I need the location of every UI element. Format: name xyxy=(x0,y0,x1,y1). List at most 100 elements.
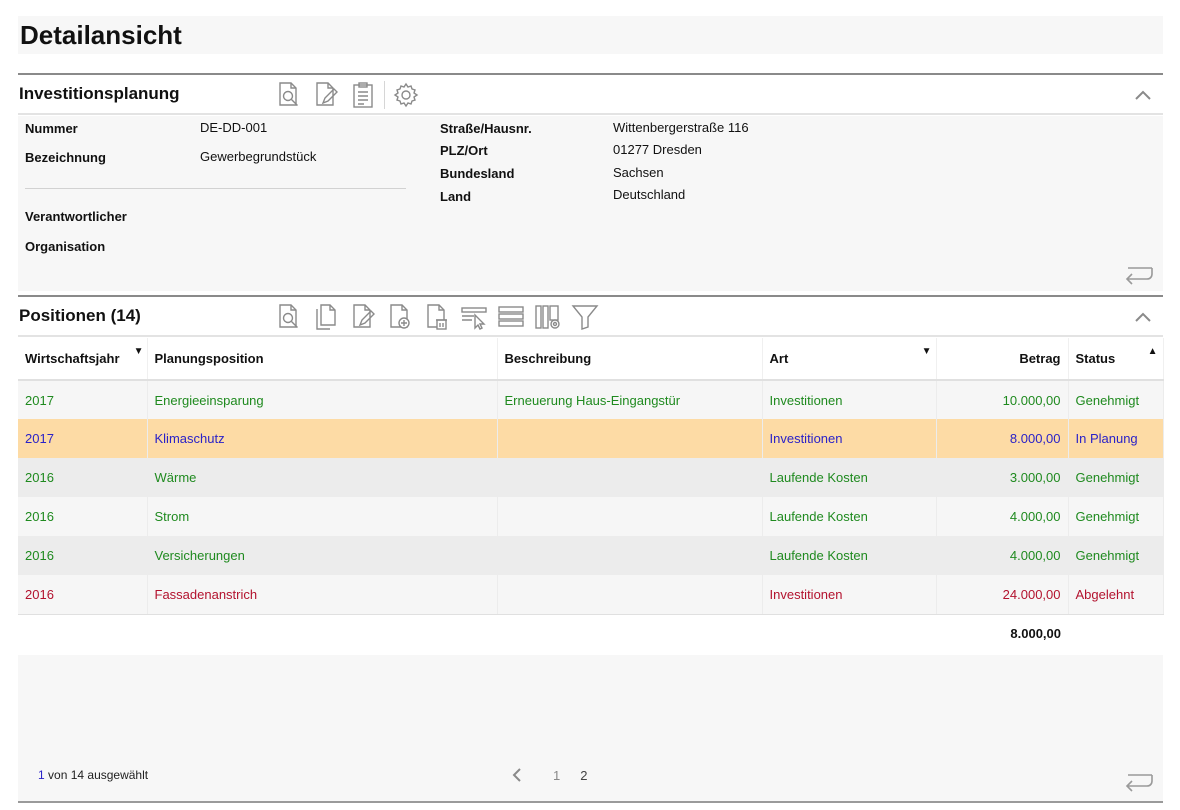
cell-amount: 24.000,00 xyxy=(936,575,1069,615)
positions-toolbar xyxy=(274,302,607,332)
cell-description: Erneuerung Haus-Eingangstür xyxy=(497,380,763,419)
cell-status: Abgelehnt xyxy=(1068,575,1164,615)
cell-description xyxy=(497,575,763,615)
select-row-icon[interactable] xyxy=(459,302,489,332)
field-label-verantwortlicher: Verantwortlicher xyxy=(25,209,127,224)
cell-year: 2016 xyxy=(18,458,148,497)
column-header-planungsposition[interactable]: Planungsposition xyxy=(147,338,498,381)
cell-amount: 4.000,00 xyxy=(936,536,1069,575)
collapse-positions-button[interactable] xyxy=(1133,307,1153,327)
field-label-plz-ort: PLZ/Ort xyxy=(440,143,488,158)
cell-status: Genehmigt xyxy=(1068,380,1164,419)
edit-document-icon[interactable] xyxy=(311,80,341,110)
column-header-status[interactable]: Status ▲ xyxy=(1068,338,1164,381)
total-amount: 8.000,00 xyxy=(936,614,1068,652)
total-row: 8.000,00 xyxy=(18,614,1163,652)
page-link-2[interactable]: 2 xyxy=(580,767,588,783)
column-header-betrag[interactable]: Betrag xyxy=(936,338,1069,381)
sort-desc-icon: ▼ xyxy=(921,346,932,357)
settings-gear-icon[interactable] xyxy=(391,80,421,110)
pagination: 1 2 xyxy=(511,765,607,785)
detail-divider xyxy=(25,188,406,189)
column-settings-icon[interactable] xyxy=(533,302,563,332)
positions-section-header: Positionen (14) xyxy=(18,295,1163,337)
return-arrow-icon[interactable] xyxy=(1124,264,1154,286)
edit-document-icon[interactable] xyxy=(348,302,378,332)
clipboard-icon[interactable] xyxy=(348,80,378,110)
delete-document-icon[interactable] xyxy=(422,302,452,332)
cell-year: 2017 xyxy=(18,380,148,419)
cell-amount: 8.000,00 xyxy=(936,419,1069,458)
cell-status: Genehmigt xyxy=(1068,458,1164,497)
cell-type: Laufende Kosten xyxy=(762,458,937,497)
filter-icon[interactable] xyxy=(570,302,600,332)
cell-type: Investitionen xyxy=(762,380,937,419)
table-row[interactable]: 2016 Versicherungen Laufende Kosten 4.00… xyxy=(18,536,1164,575)
cell-position: Versicherungen xyxy=(147,536,498,575)
cell-position: Klimaschutz xyxy=(147,419,498,458)
sort-desc-icon: ▼ xyxy=(133,346,144,357)
chevron-left-icon[interactable] xyxy=(511,765,527,785)
table-row[interactable]: 2016 Wärme Laufende Kosten 3.000,00 Gene… xyxy=(18,458,1164,497)
table-row[interactable]: 2017 Energieeinsparung Erneuerung Haus-E… xyxy=(18,380,1164,419)
return-arrow-icon[interactable] xyxy=(1124,771,1154,793)
field-value-nummer: DE-DD-001 xyxy=(200,120,268,135)
table-row[interactable]: 2017 Klimaschutz Investitionen 8.000,00 … xyxy=(18,419,1164,458)
bottom-divider xyxy=(18,801,1163,803)
selection-info: 1 von 14 ausgewählt xyxy=(38,768,148,782)
positions-table: Wirtschaftsjahr ▼ Planungsposition Beschr… xyxy=(18,338,1164,652)
view-document-icon[interactable] xyxy=(274,302,304,332)
field-value-strasse: Wittenbergerstraße 116 xyxy=(613,120,749,135)
cell-position: Wärme xyxy=(147,458,498,497)
table-header-row: Wirtschaftsjahr ▼ Planungsposition Beschr… xyxy=(18,338,1164,381)
cell-year: 2017 xyxy=(18,419,148,458)
page-title: Detailansicht xyxy=(20,20,182,50)
cell-description xyxy=(497,458,763,497)
sort-asc-icon: ▲ xyxy=(1147,346,1158,357)
cell-description xyxy=(497,497,763,536)
table-row[interactable]: 2016 Strom Laufende Kosten 4.000,00 Gene… xyxy=(18,497,1164,536)
investment-section-title: Investitionsplanung xyxy=(19,84,180,103)
cell-position: Fassadenanstrich xyxy=(147,575,498,615)
cell-type: Investitionen xyxy=(762,575,937,615)
list-rows-icon[interactable] xyxy=(496,302,526,332)
cell-amount: 4.000,00 xyxy=(936,497,1069,536)
investment-details: Nummer DE-DD-001 Bezeichnung Gewerbegrun… xyxy=(18,116,1163,291)
toolbar-separator xyxy=(384,81,385,109)
cell-type: Investitionen xyxy=(762,419,937,458)
cell-position: Energieeinsparung xyxy=(147,380,498,419)
column-header-wirtschaftsjahr[interactable]: Wirtschaftsjahr ▼ xyxy=(18,338,148,381)
field-label-organisation: Organisation xyxy=(25,239,106,254)
cell-type: Laufende Kosten xyxy=(762,536,937,575)
column-header-art[interactable]: Art ▼ xyxy=(762,338,937,381)
field-value-plz-ort: 01277 Dresden xyxy=(613,142,702,157)
field-label-bundesland: Bundesland xyxy=(440,166,515,181)
cell-year: 2016 xyxy=(18,497,148,536)
selection-text: von 14 ausgewählt xyxy=(48,768,149,782)
field-label-land: Land xyxy=(440,189,472,204)
cell-description xyxy=(497,419,763,458)
field-label-strasse: Straße/Hausnr. xyxy=(440,121,532,136)
view-document-icon[interactable] xyxy=(274,80,304,110)
page-link-1[interactable]: 1 xyxy=(553,767,561,783)
cell-amount: 3.000,00 xyxy=(936,458,1069,497)
cell-status: In Planung xyxy=(1068,419,1164,458)
selection-count: 1 xyxy=(38,768,45,782)
page-header: Detailansicht xyxy=(18,16,1163,54)
collapse-investment-button[interactable] xyxy=(1133,85,1153,105)
cell-status: Genehmigt xyxy=(1068,497,1164,536)
field-value-bezeichnung: Gewerbegrundstück xyxy=(200,149,317,164)
add-document-icon[interactable] xyxy=(385,302,415,332)
cell-year: 2016 xyxy=(18,575,148,615)
field-value-bundesland: Sachsen xyxy=(613,165,664,180)
cell-amount: 10.000,00 xyxy=(936,380,1069,419)
field-label-bezeichnung: Bezeichnung xyxy=(25,150,106,165)
cell-status: Genehmigt xyxy=(1068,536,1164,575)
table-row[interactable]: 2016 Fassadenanstrich Investitionen 24.0… xyxy=(18,575,1164,615)
column-header-beschreibung[interactable]: Beschreibung xyxy=(497,338,763,381)
copy-document-icon[interactable] xyxy=(311,302,341,332)
cell-type: Laufende Kosten xyxy=(762,497,937,536)
field-value-land: Deutschland xyxy=(613,187,686,202)
investment-toolbar xyxy=(274,80,428,110)
positions-section-title: Positionen (14) xyxy=(19,306,141,325)
